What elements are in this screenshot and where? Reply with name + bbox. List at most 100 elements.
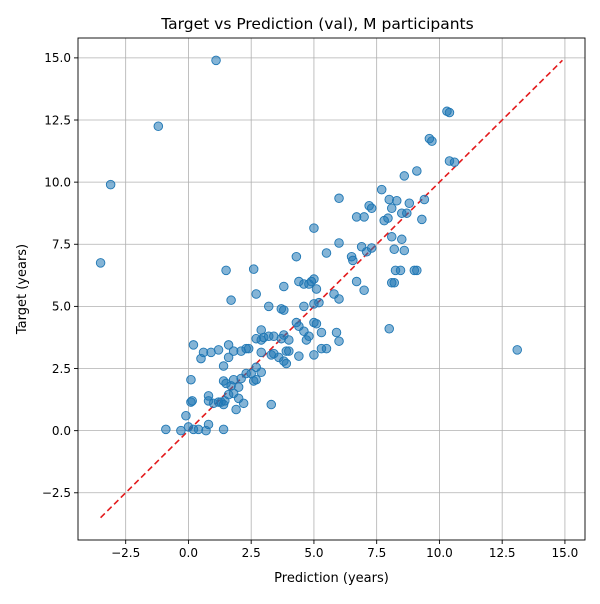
data-point	[281, 358, 292, 369]
data-point	[187, 396, 197, 406]
data-point	[256, 347, 266, 358]
data-point	[412, 166, 422, 176]
data-point	[383, 213, 393, 223]
data-point	[309, 223, 319, 233]
data-point	[231, 404, 241, 415]
data-point	[153, 121, 164, 131]
data-point	[419, 194, 430, 205]
x-tick-label: −2.5	[111, 546, 140, 560]
data-point	[218, 361, 229, 371]
data-point	[299, 301, 309, 312]
x-tick-label: 15.0	[552, 546, 579, 560]
data-point	[512, 345, 522, 355]
y-axis-ticks: −2.5 0.0 2.5 5.0 7.5 10.0 12.5 15.0	[42, 51, 78, 500]
data-point	[211, 55, 221, 66]
data-point	[181, 410, 191, 421]
data-point	[223, 352, 234, 363]
data-points	[95, 55, 522, 436]
data-point	[334, 294, 344, 304]
data-point	[221, 265, 231, 276]
chart-title: Target vs Prediction (val), M participan…	[160, 15, 473, 33]
data-point	[412, 265, 422, 276]
data-point	[392, 196, 402, 206]
data-point	[366, 203, 377, 213]
y-tick-label: 5.0	[52, 300, 71, 314]
data-point	[331, 327, 342, 338]
data-point	[384, 324, 394, 334]
data-point	[321, 248, 332, 258]
data-point	[399, 171, 410, 181]
data-point	[348, 255, 358, 266]
x-tick-label: 10.0	[426, 546, 453, 560]
data-point	[427, 136, 437, 146]
data-point	[376, 184, 387, 195]
data-point	[279, 281, 289, 292]
x-tick-label: 5.0	[304, 546, 323, 560]
data-point	[284, 335, 294, 345]
y-tick-label: 10.0	[44, 175, 71, 189]
data-point	[395, 265, 406, 276]
y-tick-label: 0.0	[52, 424, 71, 438]
data-point	[233, 382, 244, 392]
data-point	[316, 327, 327, 338]
x-tick-label: 2.5	[242, 546, 261, 560]
data-point	[251, 289, 261, 299]
data-point	[389, 278, 399, 288]
data-point	[291, 251, 302, 262]
x-axis-ticks: −2.5 0.0 2.5 5.0 7.5 10.0 12.5 15.0	[111, 540, 578, 560]
data-point	[309, 350, 319, 360]
data-point	[264, 301, 274, 312]
grid-lines	[78, 38, 585, 540]
data-point	[238, 398, 249, 409]
data-point	[402, 208, 412, 218]
data-point	[176, 425, 186, 436]
y-tick-label: 12.5	[44, 113, 71, 127]
data-point	[334, 238, 344, 248]
data-point	[201, 425, 211, 436]
x-tick-label: 7.5	[367, 546, 386, 560]
data-point	[161, 424, 171, 435]
data-point	[218, 424, 229, 435]
y-tick-label: 7.5	[52, 238, 71, 252]
data-point	[223, 340, 234, 350]
data-point	[294, 351, 304, 361]
data-point	[404, 198, 415, 209]
data-point	[306, 276, 317, 287]
data-point	[321, 343, 332, 354]
data-point	[359, 285, 369, 295]
data-point	[258, 332, 269, 343]
data-point	[389, 244, 399, 254]
data-point	[218, 399, 229, 410]
y-axis-label: Target (years)	[15, 244, 30, 335]
data-point	[186, 374, 196, 385]
data-point	[206, 347, 216, 358]
data-point	[188, 340, 199, 350]
data-point	[334, 193, 344, 204]
data-point	[196, 353, 206, 364]
y-tick-label: −2.5	[42, 486, 71, 500]
data-point	[397, 234, 407, 245]
y-tick-label: 2.5	[52, 362, 71, 376]
data-point	[236, 346, 246, 356]
data-point	[351, 276, 362, 287]
data-point	[251, 374, 261, 385]
data-point	[444, 107, 455, 118]
data-point	[266, 399, 277, 410]
data-point	[449, 157, 460, 168]
data-point	[248, 264, 259, 274]
data-point	[311, 319, 322, 329]
data-point	[95, 258, 106, 268]
data-point	[399, 245, 410, 256]
data-point	[386, 203, 397, 213]
data-point	[417, 214, 427, 225]
data-point	[226, 295, 236, 305]
reference-line	[100, 59, 563, 519]
data-point	[311, 284, 322, 294]
data-point	[386, 232, 397, 242]
data-point	[256, 367, 266, 378]
data-point	[334, 336, 344, 346]
data-point	[284, 346, 294, 356]
y-tick-label: 15.0	[44, 51, 71, 65]
